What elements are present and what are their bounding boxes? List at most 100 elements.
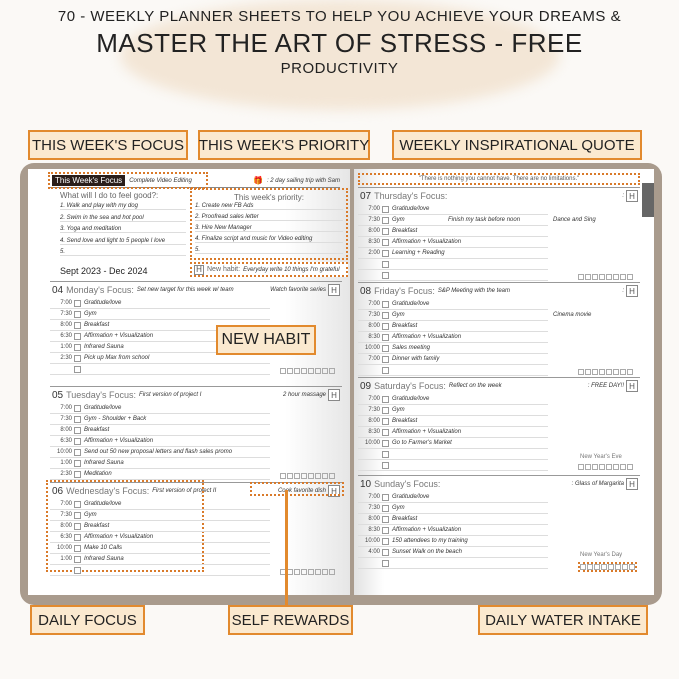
entry-checkbox[interactable] (382, 537, 389, 545)
habit-tracker-button[interactable]: H (626, 380, 638, 392)
entry-checkbox[interactable] (74, 354, 81, 362)
water-glass-checkbox[interactable] (329, 473, 335, 479)
water-glass-checkbox[interactable] (613, 274, 619, 280)
water-glass-checkbox[interactable] (592, 274, 598, 280)
entry-checkbox[interactable] (382, 260, 389, 268)
entry-checkbox[interactable] (382, 493, 389, 501)
bookmark-tab[interactable] (642, 183, 654, 217)
entry-checkbox[interactable] (74, 533, 81, 541)
entry-checkbox[interactable] (74, 500, 81, 508)
water-glass-checkbox[interactable] (578, 464, 584, 470)
entry-checkbox[interactable] (74, 566, 81, 574)
water-glass-checkbox[interactable] (613, 369, 619, 375)
water-glass-checkbox[interactable] (280, 473, 286, 479)
water-glass-checkbox[interactable] (329, 368, 335, 374)
water-glass-checkbox[interactable] (322, 368, 328, 374)
entry-checkbox[interactable] (382, 366, 389, 374)
water-glass-checkbox[interactable] (294, 368, 300, 374)
habit-tracker-button[interactable]: H (328, 389, 340, 401)
entry-checkbox[interactable] (74, 321, 81, 329)
water-glass-checkbox[interactable] (627, 464, 633, 470)
entry-checkbox[interactable] (382, 417, 389, 425)
entry-checkbox[interactable] (382, 216, 389, 224)
entry-checkbox[interactable] (382, 249, 389, 257)
habit-tracker-button[interactable]: H (626, 478, 638, 490)
water-glass-checkbox[interactable] (585, 369, 591, 375)
water-glass-checkbox[interactable] (601, 564, 607, 570)
entry-checkbox[interactable] (74, 448, 81, 456)
entry-checkbox[interactable] (382, 559, 389, 567)
entry-checkbox[interactable] (74, 404, 81, 412)
entry-checkbox[interactable] (74, 426, 81, 434)
water-glass-checkbox[interactable] (287, 368, 293, 374)
water-glass-checkbox[interactable] (578, 369, 584, 375)
water-glass-checkbox[interactable] (606, 464, 612, 470)
water-glass-checkbox[interactable] (315, 368, 321, 374)
entry-checkbox[interactable] (74, 437, 81, 445)
water-glass-checkbox[interactable] (585, 274, 591, 280)
entry-checkbox[interactable] (382, 504, 389, 512)
habit-tracker-button[interactable]: H (626, 285, 638, 297)
water-glass-checkbox[interactable] (315, 473, 321, 479)
entry-checkbox[interactable] (382, 428, 389, 436)
entry-checkbox[interactable] (382, 548, 389, 556)
entry-checkbox[interactable] (382, 406, 389, 414)
water-glass-checkbox[interactable] (322, 569, 328, 575)
entry-checkbox[interactable] (382, 395, 389, 403)
entry-checkbox[interactable] (382, 300, 389, 308)
entry-checkbox[interactable] (382, 333, 389, 341)
entry-checkbox[interactable] (74, 459, 81, 467)
water-glass-checkbox[interactable] (587, 564, 593, 570)
water-glass-checkbox[interactable] (599, 464, 605, 470)
entry-checkbox[interactable] (74, 415, 81, 423)
entry-checkbox[interactable] (382, 526, 389, 534)
water-glass-checkbox[interactable] (315, 569, 321, 575)
entry-checkbox[interactable] (74, 511, 81, 519)
water-glass-checkbox[interactable] (608, 564, 614, 570)
water-glass-checkbox[interactable] (308, 473, 314, 479)
entry-checkbox[interactable] (74, 544, 81, 552)
entry-checkbox[interactable] (382, 439, 389, 447)
entry-checkbox[interactable] (74, 470, 81, 478)
water-glass-checkbox[interactable] (599, 369, 605, 375)
water-glass-checkbox[interactable] (280, 368, 286, 374)
entry-checkbox[interactable] (382, 461, 389, 469)
entry-checkbox[interactable] (74, 343, 81, 351)
water-glass-checkbox[interactable] (301, 569, 307, 575)
entry-checkbox[interactable] (382, 450, 389, 458)
water-glass-checkbox[interactable] (620, 274, 626, 280)
water-glass-checkbox[interactable] (580, 564, 586, 570)
entry-checkbox[interactable] (382, 515, 389, 523)
habit-tracker-button[interactable]: H (626, 190, 638, 202)
entry-checkbox[interactable] (382, 311, 389, 319)
water-glass-checkbox[interactable] (578, 274, 584, 280)
water-glass-checkbox[interactable] (613, 464, 619, 470)
water-glass-checkbox[interactable] (308, 368, 314, 374)
water-glass-checkbox[interactable] (629, 564, 635, 570)
water-glass-checkbox[interactable] (599, 274, 605, 280)
water-glass-checkbox[interactable] (294, 473, 300, 479)
water-glass-checkbox[interactable] (585, 464, 591, 470)
entry-checkbox[interactable] (74, 332, 81, 340)
water-glass-checkbox[interactable] (615, 564, 621, 570)
entry-checkbox[interactable] (74, 365, 81, 373)
entry-checkbox[interactable] (382, 238, 389, 246)
entry-checkbox[interactable] (382, 322, 389, 330)
water-glass-checkbox[interactable] (301, 473, 307, 479)
entry-checkbox[interactable] (382, 271, 389, 279)
water-glass-checkbox[interactable] (620, 464, 626, 470)
water-glass-checkbox[interactable] (606, 274, 612, 280)
entry-checkbox[interactable] (382, 344, 389, 352)
entry-checkbox[interactable] (382, 355, 389, 363)
entry-checkbox[interactable] (74, 522, 81, 530)
entry-checkbox[interactable] (74, 555, 81, 563)
water-glass-checkbox[interactable] (594, 564, 600, 570)
water-glass-checkbox[interactable] (627, 274, 633, 280)
water-glass-checkbox[interactable] (322, 473, 328, 479)
water-glass-checkbox[interactable] (627, 369, 633, 375)
entry-checkbox[interactable] (74, 310, 81, 318)
water-glass-checkbox[interactable] (620, 369, 626, 375)
water-glass-checkbox[interactable] (622, 564, 628, 570)
water-glass-checkbox[interactable] (287, 473, 293, 479)
habit-tracker-button[interactable]: H (328, 284, 340, 296)
